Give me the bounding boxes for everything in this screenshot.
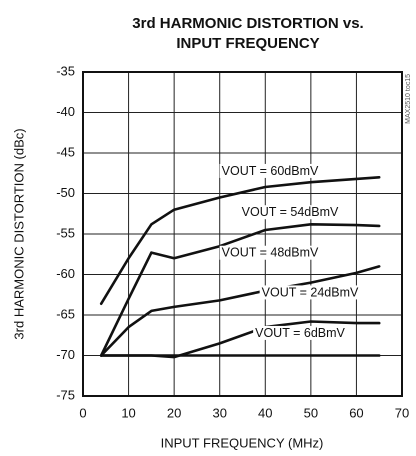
label-background	[219, 163, 322, 178]
y-axis-label: 3rd HARMONIC DISTORTION (dBc)	[11, 128, 26, 339]
label-background	[253, 325, 348, 340]
series-label: VOUT = 54dBmV	[242, 205, 339, 219]
figure-id: MAX2510 toc15	[405, 74, 412, 124]
x-tick-label: 60	[349, 405, 363, 420]
series-label: VOUT = 24dBmV	[262, 285, 359, 299]
series-label: VOUT = 6dBmV	[255, 326, 345, 340]
y-tick-label: -70	[56, 347, 75, 362]
plot-frame	[82, 71, 403, 397]
label-background	[259, 285, 362, 300]
series-label: VOUT = 48dBmV	[222, 246, 319, 260]
x-tick-label: 50	[304, 405, 318, 420]
x-axis-label: INPUT FREQUENCY (MHz)	[161, 435, 324, 450]
x-tick-label: 0	[79, 405, 86, 420]
x-tick-label: 30	[212, 405, 226, 420]
x-tick-label: 40	[258, 405, 272, 420]
y-tick-label: -35	[56, 63, 75, 78]
y-tick-label: -65	[56, 306, 75, 321]
y-tick-label: -60	[56, 266, 75, 281]
y-tick-label: -45	[56, 144, 75, 159]
y-tick-label: -55	[56, 225, 75, 240]
y-tick-label: -40	[56, 104, 75, 119]
x-tick-label: 20	[167, 405, 181, 420]
series-line	[99, 176, 381, 305]
chart-title: INPUT FREQUENCY	[176, 35, 319, 52]
x-tick-label: 70	[395, 405, 409, 420]
label-background	[239, 205, 342, 220]
chart-title: 3rd HARMONIC DISTORTION vs.	[132, 15, 363, 32]
x-tick-label: 10	[121, 405, 135, 420]
y-tick-label: -50	[56, 185, 75, 200]
series-label: VOUT = 60dBmV	[222, 164, 319, 178]
y-tick-label: -75	[56, 387, 75, 402]
series-line	[99, 265, 381, 357]
label-background	[219, 245, 322, 260]
